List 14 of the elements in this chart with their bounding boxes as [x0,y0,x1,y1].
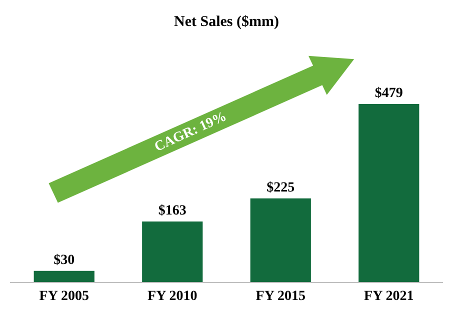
bar [250,198,311,282]
data-label: $163 [158,203,186,218]
annotation: CAGR: 19% [152,109,230,156]
data-label: $479 [374,86,403,102]
bar [358,104,420,282]
bar [34,270,94,282]
x-tick-label: FY 2010 [148,288,198,304]
x-tick-label: FY 2005 [39,288,89,304]
chart-title: Net Sales ($mm) [174,14,279,30]
data-label: $225 [266,180,295,196]
x-tick-label: FY 2021 [364,288,414,304]
bar [142,221,203,282]
data-label: $30 [54,252,75,268]
x-tick-label: FY 2015 [256,288,306,304]
